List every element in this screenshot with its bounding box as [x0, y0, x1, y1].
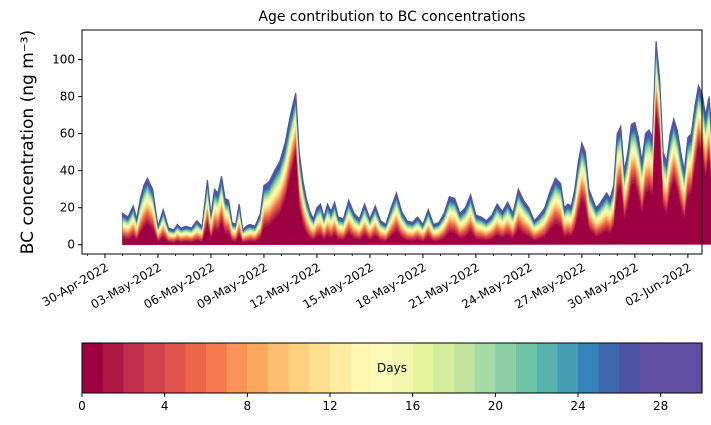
- colorbar-bin: [185, 343, 207, 393]
- colorbar-bin: [350, 343, 372, 393]
- colorbar-bin: [371, 343, 393, 393]
- colorbar-bin: [536, 343, 558, 393]
- y-tick-label: 0: [67, 238, 75, 252]
- colorbar-bin: [412, 343, 434, 393]
- colorbar-tick-label: 0: [78, 399, 86, 413]
- colorbar-tick-label: 24: [570, 399, 585, 413]
- colorbar-bin: [309, 343, 331, 393]
- colorbar-bin: [454, 343, 476, 393]
- colorbar-tick-label: 12: [322, 399, 337, 413]
- age-colorbar: Days 0 4 8 12 16 20 24 28: [78, 342, 703, 413]
- colorbar-bin: [681, 343, 703, 393]
- y-tick-label: 100: [52, 53, 75, 67]
- y-tick-label: 20: [60, 201, 75, 215]
- plot-frame: [81, 29, 703, 255]
- colorbar-bin: [164, 343, 186, 393]
- colorbar-bin: [392, 343, 414, 393]
- y-tick-label: 60: [60, 127, 75, 141]
- y-axis-label: BC concentration (ng m⁻³): [18, 30, 38, 254]
- colorbar-bin: [288, 343, 310, 393]
- y-tick-label: 80: [60, 90, 75, 104]
- colorbar-bin: [619, 343, 641, 393]
- colorbar-bin: [495, 343, 517, 393]
- x-axis: 30-Apr-202203-May-202206-May-202209-May-…: [40, 254, 694, 312]
- age-layer-13: [122, 74, 711, 245]
- colorbar-bin: [640, 343, 662, 393]
- colorbar-tick-label: 4: [161, 399, 169, 413]
- plot-area: [81, 29, 711, 255]
- colorbar-tick-label: 8: [244, 399, 252, 413]
- y-axis: 0 20 40 60 80 100: [52, 53, 82, 252]
- colorbar-bin: [598, 343, 620, 393]
- colorbar-bin: [226, 343, 248, 393]
- age-stacked-areas: [122, 41, 711, 245]
- colorbar-bin: [82, 343, 104, 393]
- colorbar-ticks: 0 4 8 12 16 20 24 28: [78, 393, 668, 413]
- colorbar-bin: [268, 343, 290, 393]
- chart-title: Age contribution to BC concentrations: [258, 9, 525, 25]
- colorbar-tick-label: 28: [653, 399, 668, 413]
- colorbar-bin: [474, 343, 496, 393]
- colorbar-bin: [102, 343, 124, 393]
- colorbar-bin: [206, 343, 228, 393]
- colorbar-bin: [557, 343, 579, 393]
- y-tick-label: 40: [60, 164, 75, 178]
- colorbar-bin: [330, 343, 352, 393]
- colorbar-bin: [578, 343, 600, 393]
- colorbar-bin: [660, 343, 682, 393]
- colorbar-label: Days: [377, 361, 407, 375]
- colorbar-tick-label: 20: [488, 399, 503, 413]
- colorbar-bins: [82, 343, 703, 393]
- colorbar-tick-label: 16: [405, 399, 420, 413]
- colorbar-bin: [123, 343, 145, 393]
- colorbar-bin: [433, 343, 455, 393]
- colorbar-frame: [81, 342, 703, 394]
- colorbar-bin: [144, 343, 166, 393]
- colorbar-bin: [516, 343, 538, 393]
- colorbar-bin: [247, 343, 269, 393]
- age-layer-0: [122, 112, 711, 245]
